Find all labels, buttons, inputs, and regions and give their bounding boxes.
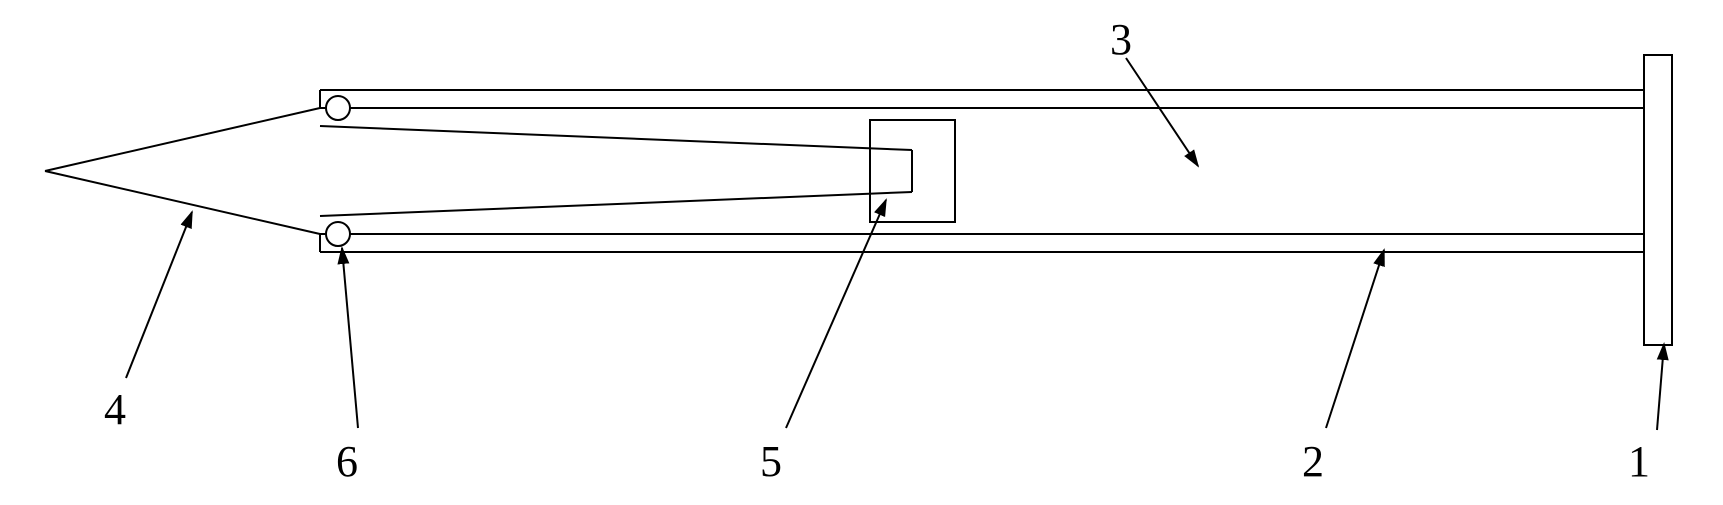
- callout-label-2: 2: [1302, 436, 1324, 487]
- wedge-top: [320, 126, 912, 150]
- wedge-bottom: [320, 192, 912, 216]
- callout-label-1: 1: [1628, 436, 1650, 487]
- pivot-circle-2: [326, 222, 350, 246]
- tip-triangle: [45, 108, 320, 234]
- leader-line-6: [342, 248, 358, 428]
- leader-line-1: [1657, 344, 1664, 430]
- callout-label-4: 4: [104, 384, 126, 435]
- pivot-circle-1: [326, 96, 350, 120]
- leader-line-4: [126, 212, 192, 378]
- leader-line-2: [1326, 250, 1384, 428]
- callout-label-5: 5: [760, 436, 782, 487]
- leader-line-3: [1126, 58, 1198, 166]
- callout-label-6: 6: [336, 436, 358, 487]
- diagram-svg: [0, 0, 1723, 505]
- callout-label-3: 3: [1110, 14, 1132, 65]
- end-plate: [1644, 55, 1672, 345]
